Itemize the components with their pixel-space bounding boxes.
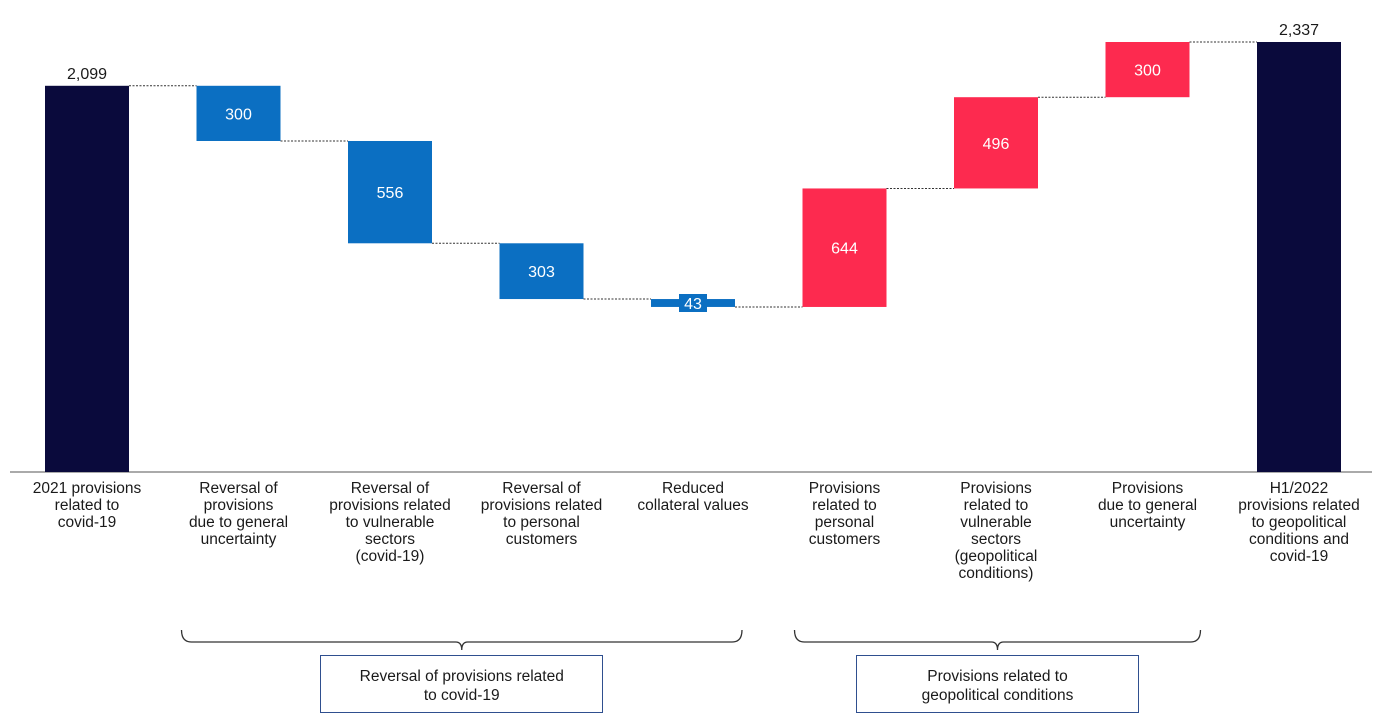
- category-label-line: provisions related: [467, 497, 617, 514]
- category-label-line: Reversal of: [164, 480, 314, 497]
- data-label: 43: [684, 296, 702, 313]
- category-label: Reversal of provisions related to personal…: [467, 480, 617, 548]
- category-label: H1/2022 provisions related to geopolitical…: [1224, 480, 1374, 565]
- category-label-line: sectors: [315, 531, 465, 548]
- category-label: Provisions due to general uncertainty: [1073, 480, 1223, 531]
- category-label-line: (covid-19): [315, 548, 465, 565]
- category-label-line: personal: [770, 514, 920, 531]
- category-label-line: customers: [770, 531, 920, 548]
- category-label: Reduced collateral values: [618, 480, 768, 514]
- category-label-line: collateral values: [618, 497, 768, 514]
- category-label-line: Provisions: [921, 480, 1071, 497]
- category-label: Provisions related to personal customers: [770, 480, 920, 548]
- category-label-line: uncertainty: [1073, 514, 1223, 531]
- group-label-line: geopolitical conditions: [857, 686, 1138, 705]
- category-label-line: customers: [467, 531, 617, 548]
- category-label: 2021 provisions related to covid-19: [12, 480, 162, 531]
- category-label-line: vulnerable: [921, 514, 1071, 531]
- category-label-line: covid-19: [12, 514, 162, 531]
- category-label-line: H1/2022: [1224, 480, 1374, 497]
- data-label: 303: [528, 264, 555, 281]
- category-label: Provisions related to vulnerable sectors (ge…: [921, 480, 1071, 582]
- category-label-line: due to general: [164, 514, 314, 531]
- group-label-box: Reversal of provisions related to covid-1…: [320, 655, 603, 713]
- group-label-box: Provisions related to geopolitical condit…: [856, 655, 1139, 713]
- bar-total: [45, 86, 129, 472]
- category-label: Reversal of provisions due to general uncer…: [164, 480, 314, 548]
- data-label: 644: [831, 241, 858, 258]
- category-label-line: conditions and: [1224, 531, 1374, 548]
- category-label-line: Reversal of: [315, 480, 465, 497]
- group-label-line: Reversal of provisions related: [321, 667, 602, 686]
- category-label-line: Reversal of: [467, 480, 617, 497]
- category-label-line: 2021 provisions: [12, 480, 162, 497]
- category-label-line: provisions related: [315, 497, 465, 514]
- category-label-line: provisions: [164, 497, 314, 514]
- bar-total: [1257, 42, 1341, 472]
- category-label-line: Reduced: [618, 480, 768, 497]
- group-label-line: to covid-19: [321, 686, 602, 705]
- group-brace: [182, 630, 743, 650]
- category-label-line: to personal: [467, 514, 617, 531]
- category-label-line: related to: [770, 497, 920, 514]
- data-label: 496: [983, 136, 1010, 153]
- category-label-line: to geopolitical: [1224, 514, 1374, 531]
- category-label-line: due to general: [1073, 497, 1223, 514]
- category-label: Reversal of provisions related to vulnerab…: [315, 480, 465, 565]
- category-label-line: conditions): [921, 565, 1071, 582]
- data-label: 556: [377, 185, 404, 202]
- category-label-line: (geopolitical: [921, 548, 1071, 565]
- data-label: 2,337: [1279, 22, 1319, 39]
- category-label-line: Provisions: [1073, 480, 1223, 497]
- category-label-line: covid-19: [1224, 548, 1374, 565]
- category-label-line: uncertainty: [164, 531, 314, 548]
- data-label: 2,099: [67, 66, 107, 83]
- category-label-line: Provisions: [770, 480, 920, 497]
- group-brace: [795, 630, 1201, 650]
- category-label-line: provisions related: [1224, 497, 1374, 514]
- category-label-line: sectors: [921, 531, 1071, 548]
- category-label-line: to vulnerable: [315, 514, 465, 531]
- data-label: 300: [225, 106, 252, 123]
- category-label-line: related to: [921, 497, 1071, 514]
- category-label-line: related to: [12, 497, 162, 514]
- data-label: 300: [1134, 63, 1161, 80]
- group-label-line: Provisions related to: [857, 667, 1138, 686]
